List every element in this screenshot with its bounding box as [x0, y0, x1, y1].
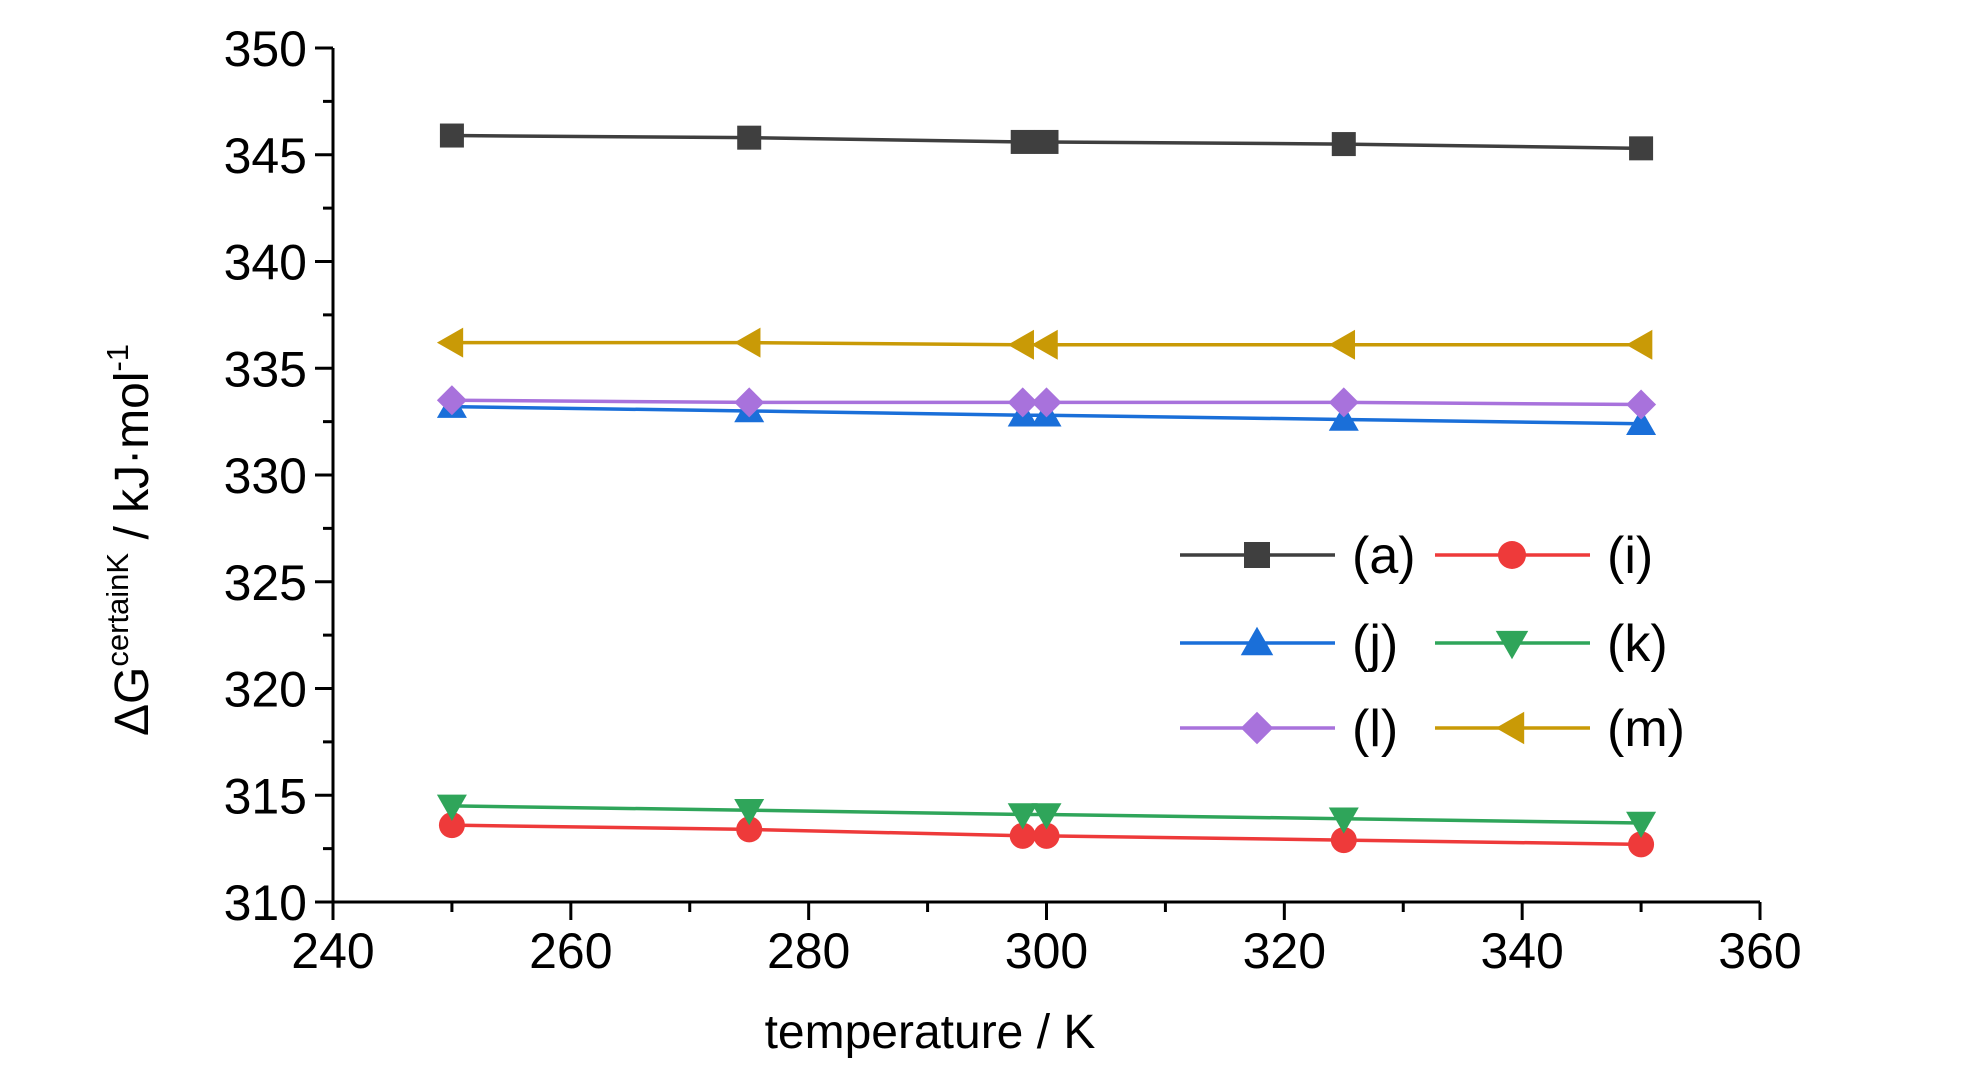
legend-marker [1498, 541, 1526, 569]
y-tick-label: 320 [224, 662, 307, 718]
legend-marker [1240, 626, 1274, 656]
data-point-i [1009, 822, 1036, 849]
legend-label: (l) [1352, 700, 1398, 758]
legend-item: (a) [1180, 527, 1416, 585]
x-tick-label: 300 [1005, 923, 1088, 979]
data-point-i [1330, 827, 1357, 854]
data-point-j [1626, 408, 1657, 436]
legend-marker [1244, 542, 1270, 568]
data-point-l [734, 387, 765, 418]
series-line-j [451, 404, 1642, 426]
data-point-k [1007, 803, 1038, 830]
legend-label: (a) [1352, 527, 1416, 585]
data-point-m [1328, 329, 1356, 360]
data-point-k [1328, 807, 1359, 834]
y-axis-title: ΔGcertainK / kJ·mol-1 [100, 344, 159, 736]
data-point-i [1628, 831, 1655, 858]
y-axis-title-superscript: certainK [100, 553, 135, 667]
data-point-l [1626, 389, 1657, 420]
legend-item: (k) [1435, 615, 1668, 673]
x-tick-label: 260 [529, 923, 612, 979]
x-tick-label: 280 [767, 923, 850, 979]
legend-label: (m) [1607, 700, 1685, 758]
data-point-i [736, 816, 763, 843]
data-point-m [1626, 329, 1653, 360]
data-point-k [734, 798, 765, 826]
y-tick-label: 310 [224, 875, 307, 931]
legend-item: (j) [1180, 615, 1398, 673]
series-line-k [451, 804, 1642, 825]
series-a [439, 123, 1654, 161]
data-point-l [1328, 387, 1359, 418]
y-axis-title-prefix: ΔG [106, 667, 159, 736]
legend-label: (k) [1607, 615, 1668, 673]
data-point-l [436, 385, 467, 416]
y-axis-title-unit: / kJ·mol [106, 372, 159, 553]
data-point-m [1007, 329, 1034, 360]
x-tick-label: 240 [291, 923, 374, 979]
data-point-k [436, 794, 467, 821]
data-point-i [1033, 822, 1060, 849]
data-point-l [1007, 387, 1038, 418]
x-tick-label: 360 [1718, 923, 1801, 979]
x-tick-label: 340 [1480, 923, 1563, 979]
x-axis-title: temperature / K [765, 1006, 1096, 1059]
legend-item: (m) [1435, 700, 1685, 758]
data-point-m [734, 327, 761, 358]
axes: 240 260 280 300 320 340 360 310 315 320 325 330 335 3… [224, 21, 1802, 979]
y-tick-label: 325 [224, 555, 307, 611]
legend-label: (i) [1607, 527, 1653, 585]
data-point-a [1629, 136, 1654, 161]
series-l [436, 385, 1657, 420]
y-tick-label: 345 [224, 128, 307, 184]
data-point-k [1031, 803, 1062, 830]
legend-marker [1495, 711, 1525, 745]
y-tick-label: 340 [224, 235, 307, 291]
data-point-a [1034, 129, 1059, 154]
legend: (a) (i) (j) (k) (l) (m) [1180, 527, 1685, 758]
x-tick-label: 320 [1243, 923, 1326, 979]
legend-marker [1495, 630, 1529, 660]
y-axis-title-unit-superscript: -1 [100, 344, 135, 372]
data-point-j [1328, 404, 1359, 431]
series-i [438, 812, 1655, 858]
y-tick-label: 350 [224, 21, 307, 77]
legend-item: (i) [1435, 527, 1653, 585]
y-tick-label: 315 [224, 768, 307, 824]
legend-marker [1240, 711, 1274, 745]
data-point-m [436, 327, 464, 358]
series-layer [436, 123, 1657, 858]
data-point-a [737, 125, 762, 150]
y-tick-label: 335 [224, 341, 307, 397]
data-point-a [1010, 129, 1035, 154]
data-point-k [1626, 811, 1657, 839]
y-tick-label: 330 [224, 448, 307, 504]
series-k [436, 794, 1657, 839]
data-point-m [1031, 329, 1058, 360]
data-point-a [439, 123, 464, 148]
data-point-i [438, 812, 465, 839]
series-m [436, 327, 1653, 360]
legend-label: (j) [1352, 615, 1398, 673]
data-point-l [1031, 387, 1062, 418]
data-point-a [1331, 132, 1356, 157]
legend-item: (l) [1180, 700, 1398, 758]
